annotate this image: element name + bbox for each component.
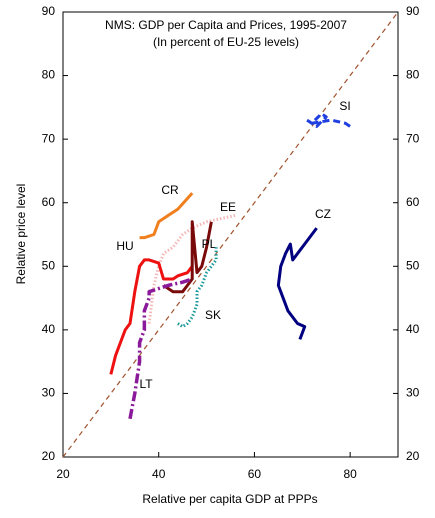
y-tick-label: 90 bbox=[42, 4, 56, 18]
series-line bbox=[306, 112, 351, 128]
series-line bbox=[128, 277, 193, 420]
series-line bbox=[109, 258, 194, 375]
chart-subtitle: (In percent of EU-25 levels) bbox=[153, 35, 299, 49]
y2-tick-label: 40 bbox=[406, 322, 420, 336]
series-line bbox=[177, 247, 218, 329]
y-tick-label: 50 bbox=[42, 258, 56, 272]
series-label: CZ bbox=[315, 207, 331, 221]
y-tick-label: 30 bbox=[42, 386, 56, 400]
series-label: EE bbox=[220, 200, 236, 214]
series-label: SK bbox=[205, 308, 221, 322]
x-tick-label: 60 bbox=[248, 467, 262, 481]
x-tick-label: 40 bbox=[152, 467, 166, 481]
series-line bbox=[139, 192, 194, 240]
y2-tick-label: 20 bbox=[406, 449, 420, 463]
series-label: PL bbox=[202, 237, 217, 251]
y-tick-label: 20 bbox=[42, 449, 56, 463]
plot-frame bbox=[62, 11, 399, 458]
y-tick-label: 60 bbox=[42, 195, 56, 209]
y2-tick-label: 90 bbox=[406, 4, 420, 18]
series-label: HU bbox=[116, 239, 133, 253]
reference-line bbox=[62, 11, 399, 458]
x-tick-label: 20 bbox=[56, 467, 70, 481]
series-label: SI bbox=[339, 99, 350, 113]
y2-tick-label: 60 bbox=[406, 195, 420, 209]
y2-tick-label: 80 bbox=[406, 68, 420, 82]
y-axis-label: Relative price level bbox=[14, 184, 28, 285]
chart-title: NMS: GDP per Capita and Prices, 1995-200… bbox=[105, 18, 347, 32]
x-tick-label: 80 bbox=[343, 467, 357, 481]
y-tick-label: 40 bbox=[42, 322, 56, 336]
y-tick-label: 80 bbox=[42, 68, 56, 82]
series-line bbox=[276, 227, 318, 340]
series-line bbox=[162, 220, 213, 294]
series-label: CR bbox=[161, 183, 179, 197]
y2-tick-label: 30 bbox=[406, 386, 420, 400]
series-label: LT bbox=[139, 377, 153, 391]
y2-tick-label: 50 bbox=[406, 258, 420, 272]
y2-tick-label: 70 bbox=[406, 131, 420, 145]
y-tick-label: 70 bbox=[42, 131, 56, 145]
x-axis-label: Relative per capita GDP at PPPs bbox=[142, 492, 317, 506]
